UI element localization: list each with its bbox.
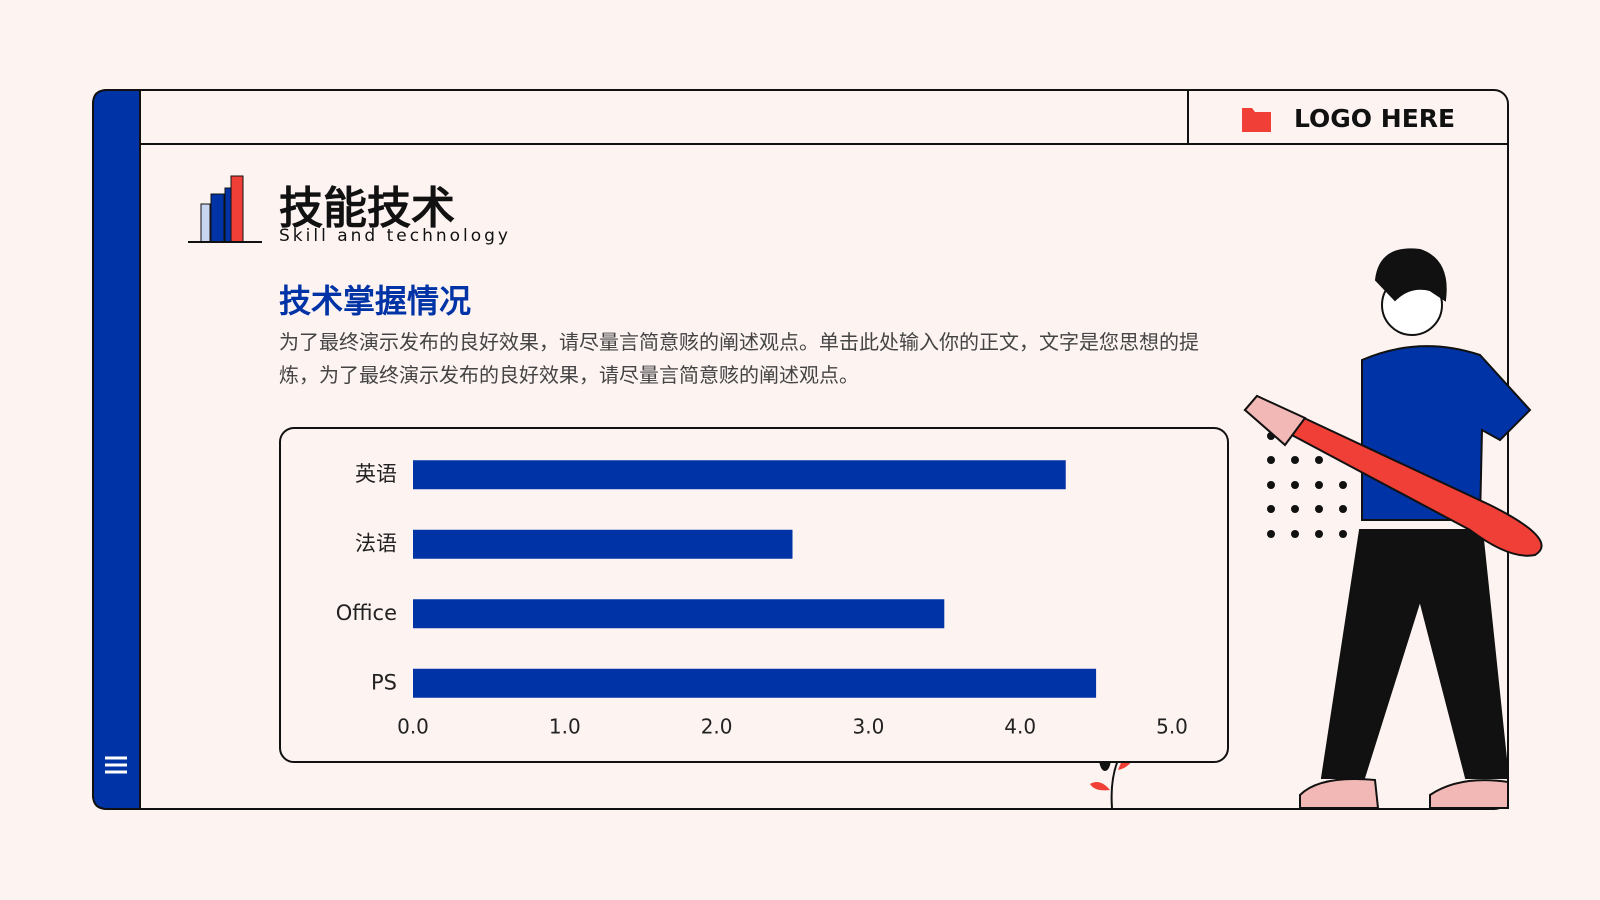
body-text: 为了最终演示发布的良好效果，请尽量言简意赅的阐述观点。单击此处输入你的正文，文字… xyxy=(279,330,1199,387)
y-tick-label: PS xyxy=(371,670,397,694)
dots xyxy=(1267,432,1347,538)
logo-text: LOGO HERE xyxy=(1294,104,1456,133)
bar xyxy=(413,460,1066,490)
menu-icon[interactable] xyxy=(105,756,127,774)
x-tick-label: 1.0 xyxy=(549,715,581,739)
person-illustration xyxy=(1243,248,1543,809)
y-tick-label: Office xyxy=(336,601,397,625)
sidebar xyxy=(92,89,141,810)
y-tick-label: 英语 xyxy=(355,462,397,486)
title: 技能技术 xyxy=(279,183,455,234)
section-heading: 技术掌握情况 xyxy=(279,282,472,320)
x-tick-label: 2.0 xyxy=(701,715,733,739)
bar xyxy=(413,599,945,629)
bar xyxy=(413,529,793,559)
y-tick-label: 法语 xyxy=(355,531,397,555)
books-icon xyxy=(188,175,262,243)
x-tick-label: 5.0 xyxy=(1156,715,1188,739)
x-tick-label: 0.0 xyxy=(397,715,429,739)
bar xyxy=(413,668,1097,698)
subtitle: Skill and technology xyxy=(279,226,511,246)
x-tick-label: 4.0 xyxy=(1004,715,1036,739)
logo-icon xyxy=(1242,108,1271,132)
x-tick-label: 3.0 xyxy=(852,715,884,739)
